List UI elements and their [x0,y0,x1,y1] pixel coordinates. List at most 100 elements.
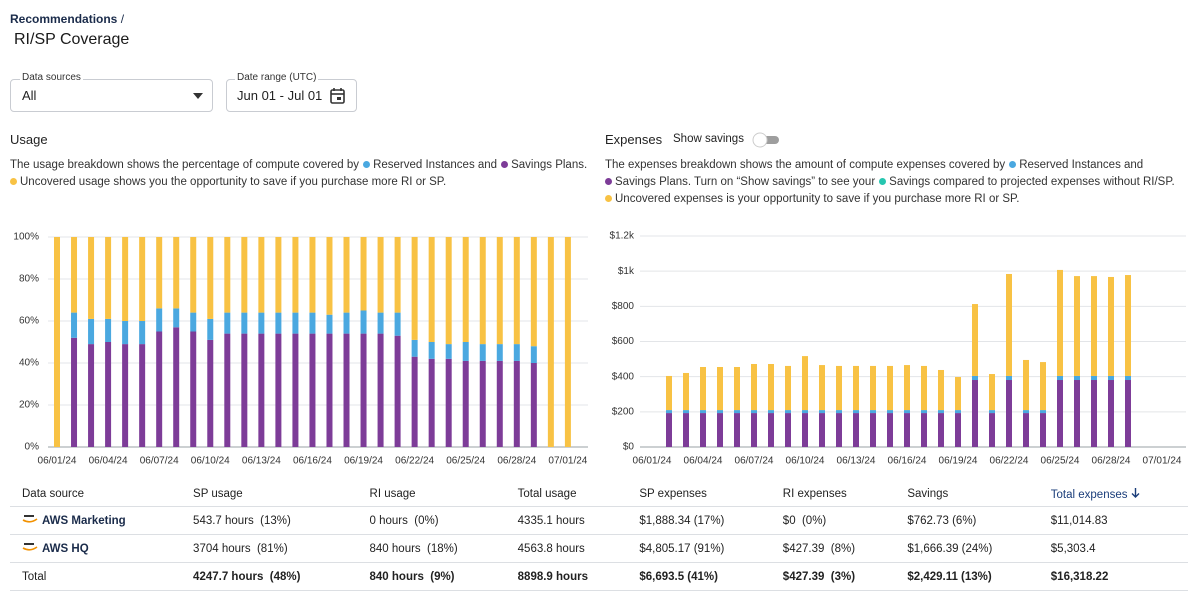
bar-segment [54,237,60,447]
breadcrumb-link[interactable]: Recommendations [10,12,118,26]
cell: 3704 hours (81%) [181,534,358,563]
legend-dot [363,161,371,168]
y-tick-label: 0% [25,442,40,453]
x-tick-label: 06/04/24 [684,456,723,467]
bar-segment [360,237,367,311]
bar-segment [224,237,231,313]
bar-segment [343,333,350,447]
expenses-description: The expenses breakdown shows the amount … [605,157,1175,208]
bar-segment [394,335,401,447]
bar-segment [887,413,893,447]
bar-segment [241,333,248,447]
bar-segment [292,333,299,447]
bar-segment [411,237,418,340]
y-tick-label: 20% [19,400,39,411]
bar-segment [530,363,537,447]
bar-segment [530,237,537,347]
table-row: AWS Marketing 543.7 hours (13%) 0 hours … [10,506,1188,535]
cell: $1,666.39 (24%) [895,534,1039,563]
bar-segment [683,413,689,447]
bar-segment [445,237,452,345]
bar-segment [343,237,350,313]
sort-arrow [1131,487,1140,498]
bar-segment [955,413,961,447]
header-cell-sorted[interactable]: Total expenses [1038,482,1188,507]
bar-segment [700,410,706,414]
bar-segment [666,410,672,414]
y-tick-label: 40% [19,358,39,369]
bar-segment [1057,380,1063,447]
caret [193,93,203,99]
bar-segment [870,410,876,414]
summary-table: Data source SP usage RI usage Total usag… [10,482,1188,591]
bar-segment [105,237,112,319]
x-tick-label: 06/16/24 [293,456,332,467]
x-tick-label: 06/28/24 [1092,456,1131,467]
bar-segment [904,413,910,447]
bar-segment [751,364,757,411]
y-tick-label: $600 [612,336,635,347]
bar-segment [1125,375,1131,381]
bar-segment [751,413,757,447]
bar-segment [836,410,842,414]
bar-segment [190,312,197,332]
aws-logo [22,543,38,551]
x-tick-label: 06/01/24 [38,456,77,467]
bar-segment [139,344,146,447]
link[interactable]: AWS HQ [42,543,89,555]
breadcrumb-separator: / [120,12,125,26]
bar-segment [836,365,842,411]
bar-segment [938,369,944,411]
bar-segment [88,344,95,447]
x-tick-label: 06/10/24 [786,456,825,467]
bar-segment [1040,410,1046,414]
bar-segment [700,366,706,411]
bar-segment [955,377,961,411]
bar-segment [462,342,469,361]
cell: $4,805.17 (91%) [627,534,771,563]
bar-segment [1125,275,1131,376]
bar-segment [870,413,876,447]
bar-segment [972,380,978,447]
link[interactable]: AWS Marketing [42,515,126,527]
table-total-row: Total 4247.7 hours (48%) 840 hours (9%) … [10,562,1188,591]
bar-segment [1057,375,1063,381]
bar-segment [275,237,282,313]
bar-segment [683,410,689,414]
bar-segment [1091,380,1097,447]
bar-segment [190,331,197,447]
bar-segment [853,413,859,447]
bar-segment [462,237,469,342]
bar-segment [666,375,672,411]
x-tick-label: 06/07/24 [735,456,774,467]
bar-segment [156,308,163,332]
bar-segment [241,312,248,334]
x-tick-label: 06/22/24 [990,456,1029,467]
toggle[interactable] [752,132,780,148]
bar-segment [173,308,180,328]
bar-segment [734,366,740,411]
usage-title: Usage [10,132,48,147]
header-cell: Savings [895,482,1039,507]
header-cell: Total usage [505,482,628,507]
text: Savings Plans. [511,159,588,171]
bar-segment [173,327,180,447]
cell: $427.39 (8%) [770,534,896,563]
bar-segment [411,339,418,357]
data-source-select[interactable] [10,79,213,112]
bar-segment [258,312,265,334]
bar-segment [1108,380,1114,447]
bar-segment [751,410,757,414]
bar-segment [768,410,774,414]
bar-segment [513,360,520,447]
bar-segment [1125,380,1131,447]
cell: Total [10,562,182,591]
y-tick-label: 60% [19,316,39,327]
bar-segment [972,375,978,381]
bar-segment [105,318,112,342]
bar-segment [479,237,486,345]
bar-segment [1023,410,1029,414]
bar-segment [802,356,808,411]
table-header: Data source SP usage RI usage Total usag… [10,482,1188,507]
bar-segment [785,413,791,447]
